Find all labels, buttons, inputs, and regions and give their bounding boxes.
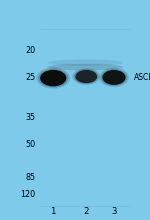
Text: 85: 85 [25, 173, 35, 182]
Text: 3: 3 [111, 207, 117, 216]
Ellipse shape [99, 68, 129, 87]
Ellipse shape [102, 70, 126, 85]
Text: 50: 50 [25, 140, 35, 148]
Text: 20: 20 [25, 46, 35, 55]
Text: 1: 1 [51, 207, 56, 216]
Text: 2: 2 [84, 207, 89, 216]
Ellipse shape [47, 59, 123, 66]
Text: 25: 25 [25, 73, 35, 81]
Ellipse shape [74, 69, 99, 84]
Ellipse shape [40, 70, 66, 86]
Text: 120: 120 [20, 190, 35, 199]
Ellipse shape [38, 69, 68, 88]
Text: 35: 35 [25, 113, 35, 122]
Ellipse shape [47, 64, 123, 70]
Ellipse shape [75, 70, 97, 83]
Text: ASCL1: ASCL1 [134, 73, 150, 82]
Ellipse shape [36, 67, 70, 89]
Ellipse shape [101, 69, 127, 86]
Ellipse shape [72, 68, 100, 85]
